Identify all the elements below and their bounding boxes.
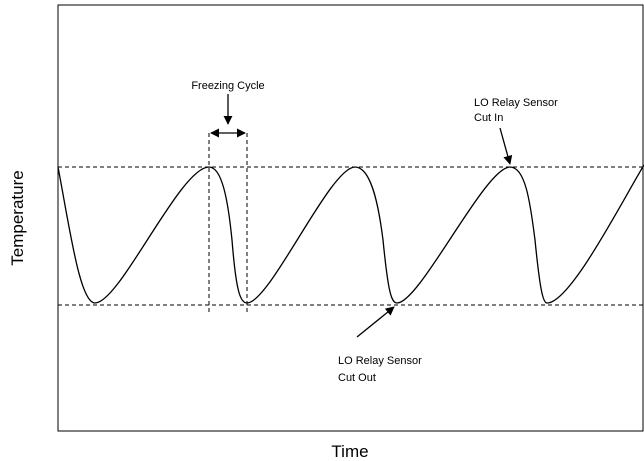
cut-out-arrow (356, 306, 395, 338)
cut-out-label: Cut Out (338, 372, 376, 384)
x-axis-label: Time (331, 442, 368, 461)
freezing-label: Freezing Cycle (191, 80, 264, 92)
cut-in-label: Cut In (474, 112, 503, 124)
cut-in-arrow (499, 127, 513, 165)
plot-frame (57, 4, 644, 432)
temperature-curve (57, 164, 644, 304)
cut-out-label: LO Relay Sensor (338, 355, 422, 367)
cut-in-label: LO Relay Sensor (474, 97, 558, 109)
y-axis-label: Temperature (8, 170, 27, 265)
